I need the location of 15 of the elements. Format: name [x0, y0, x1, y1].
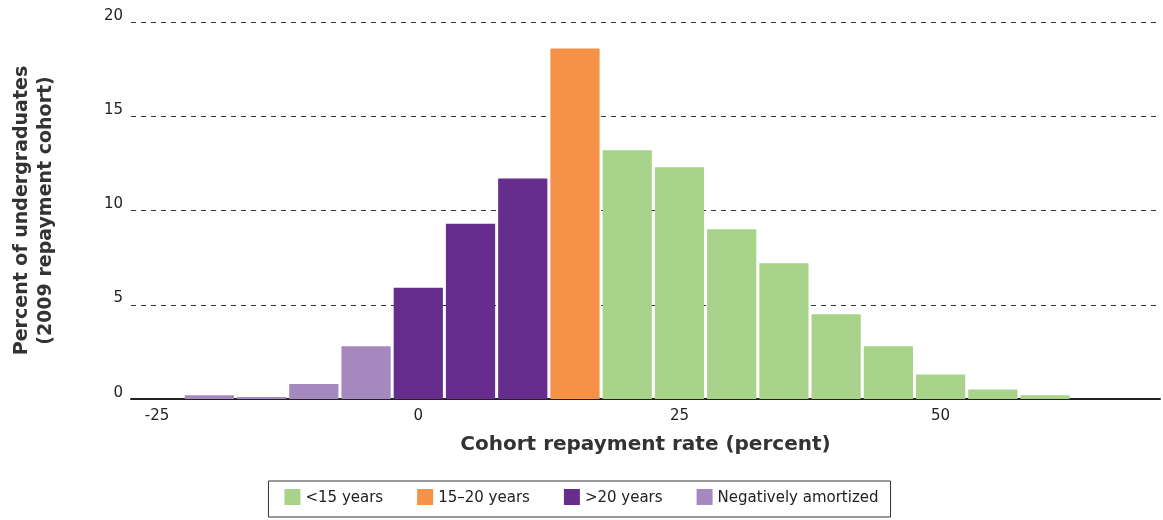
y-tick-label: 5 — [113, 288, 123, 307]
legend-label: 15–20 years — [438, 488, 531, 506]
x-tick-label: 50 — [931, 405, 951, 424]
y-tick-label: 10 — [103, 194, 123, 212]
x-tick-label: 0 — [413, 405, 424, 424]
y-tick-label: 15 — [103, 99, 123, 118]
legend-label: >20 years — [584, 488, 663, 506]
y-axis-title: Percent of undergraduates (2009 repayment cohort) — [9, 65, 55, 356]
legend-label: Negatively amortized — [717, 488, 879, 506]
x-tick-label: -25 — [144, 405, 170, 424]
legend-label: <15 years — [305, 488, 384, 506]
y-tick-label: 0 — [113, 382, 123, 401]
y-tick-label: 20 — [103, 5, 123, 24]
x-tick-label: 25 — [669, 405, 689, 424]
x-axis-title: Cohort repayment rate (percent) — [460, 431, 831, 455]
